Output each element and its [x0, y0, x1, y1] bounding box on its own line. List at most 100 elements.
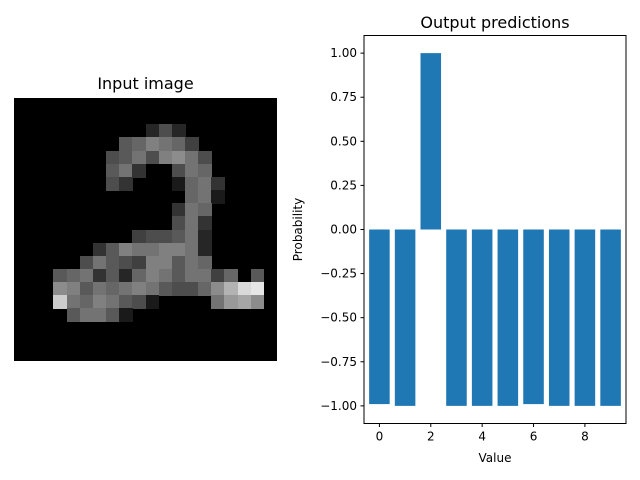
- image-pixel: [145, 137, 160, 152]
- bar-1: [394, 229, 416, 406]
- image-pixel: [145, 242, 160, 257]
- image-pixel: [132, 163, 147, 178]
- bar-2: [420, 53, 442, 230]
- image-pixel: [106, 282, 120, 296]
- bar-6: [523, 229, 544, 405]
- image-pixel: [198, 242, 212, 257]
- image-pixel: [158, 282, 173, 296]
- image-pixel: [106, 308, 120, 323]
- image-pixel: [145, 268, 160, 283]
- image-pixel: [184, 268, 199, 283]
- image-pixel: [53, 282, 68, 296]
- image-pixel: [198, 203, 212, 217]
- image-pixel: [106, 242, 120, 257]
- image-pixel: [171, 282, 186, 296]
- image-pixel: [145, 124, 160, 139]
- plot-frame: [363, 35, 627, 424]
- image-pixel: [145, 295, 160, 309]
- image-pixel: [106, 150, 120, 165]
- image-pixel: [119, 176, 133, 191]
- image-pixel: [132, 268, 147, 283]
- image-pixel: [184, 242, 199, 257]
- image-pixel: [198, 216, 212, 231]
- image-pixel: [92, 308, 107, 323]
- image-pixel: [132, 295, 147, 309]
- image-pixel: [171, 150, 186, 165]
- image-pixel: [184, 203, 199, 217]
- image-pixel: [92, 268, 107, 283]
- image-pixel: [158, 242, 173, 257]
- chart-title: Output predictions: [420, 13, 570, 32]
- y-tick-label: 0.00: [330, 223, 357, 237]
- image-pixel: [198, 268, 212, 283]
- image-pixel: [79, 282, 94, 296]
- image-pixel: [158, 255, 173, 270]
- image-pixel: [92, 282, 107, 296]
- image-pixel: [184, 282, 199, 296]
- image-pixel: [145, 229, 160, 244]
- image-pixel: [211, 295, 225, 309]
- image-pixel: [171, 268, 186, 283]
- image-pixel: [132, 255, 147, 270]
- image-pixel: [171, 242, 186, 257]
- image-pixel: [119, 255, 133, 270]
- image-pixel: [145, 255, 160, 270]
- image-pixel: [211, 190, 225, 204]
- image-pixel: [184, 255, 199, 270]
- image-pixel: [66, 282, 81, 296]
- image-pixel: [171, 176, 186, 191]
- image-pixel: [53, 268, 68, 283]
- y-tick-label: 1.00: [330, 46, 357, 60]
- bar-4: [471, 229, 493, 406]
- bar-5: [497, 229, 519, 406]
- image-pixel: [198, 255, 212, 270]
- image-pixel: [119, 137, 133, 152]
- image-pixel: [224, 268, 239, 283]
- image-pixel: [198, 282, 212, 296]
- image-pixel: [184, 216, 199, 231]
- image-pixel: [237, 295, 252, 309]
- image-pixel: [119, 295, 133, 309]
- image-pixel: [184, 176, 199, 191]
- bar-9: [600, 229, 621, 406]
- image-pixel: [184, 150, 199, 165]
- y-tick-label: −1.00: [320, 399, 357, 413]
- x-tick-label: 6: [530, 430, 538, 444]
- image-pixel: [92, 295, 107, 309]
- image-pixel: [106, 295, 120, 309]
- image-pixel: [184, 163, 199, 178]
- image-pixel: [171, 203, 186, 217]
- image-pixel: [198, 229, 212, 244]
- image-pixel: [211, 268, 225, 283]
- image-pixel: [145, 282, 160, 296]
- x-axis-label: Value: [479, 451, 512, 465]
- image-pixel: [119, 163, 133, 178]
- x-tick-label: 2: [427, 430, 435, 444]
- image-pixel: [106, 255, 120, 270]
- image-pixel: [250, 282, 265, 296]
- image-pixel: [79, 295, 94, 309]
- image-pixel: [158, 124, 173, 139]
- image-pixel: [79, 308, 94, 323]
- image-pixel: [119, 242, 133, 257]
- y-tick-label: 0.75: [330, 90, 357, 104]
- image-pixel: [132, 150, 147, 165]
- image-pixel: [198, 190, 212, 204]
- image-pixel: [250, 268, 265, 283]
- x-tick-label: 4: [478, 430, 486, 444]
- image-pixel: [66, 268, 81, 283]
- image-pixel: [106, 163, 120, 178]
- bar-8: [574, 229, 596, 406]
- image-pixel: [184, 137, 199, 152]
- image-pixel: [171, 124, 186, 139]
- y-tick-label: −0.25: [320, 267, 357, 281]
- image-pixel: [198, 176, 212, 191]
- y-tick-label: 0.25: [330, 178, 357, 192]
- y-tick-label: 0.50: [330, 134, 357, 148]
- image-pixel: [132, 137, 147, 152]
- image-pixel: [145, 150, 160, 165]
- image-pixel: [237, 282, 252, 296]
- image-pixel: [119, 282, 133, 296]
- image-pixel: [224, 282, 239, 296]
- image-pixel: [119, 268, 133, 283]
